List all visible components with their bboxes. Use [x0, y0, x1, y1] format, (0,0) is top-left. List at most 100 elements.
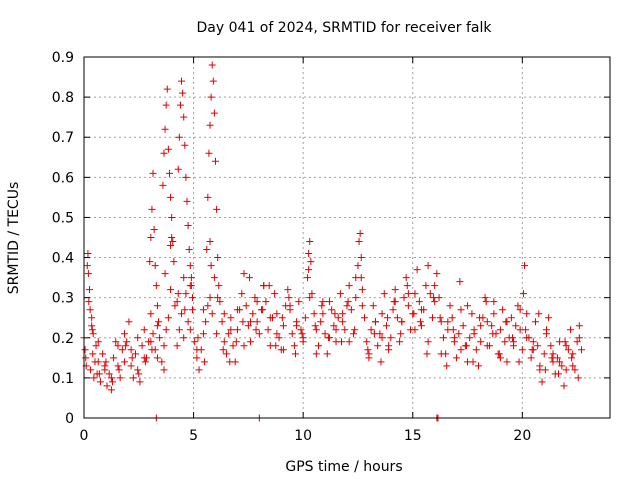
data-point	[459, 322, 467, 330]
data-point	[431, 282, 439, 290]
data-point	[178, 77, 186, 85]
data-point	[357, 254, 365, 262]
data-point	[210, 274, 218, 282]
data-point	[502, 318, 510, 326]
data-point	[103, 382, 111, 390]
data-point	[201, 358, 209, 366]
data-point	[318, 302, 326, 310]
data-point	[185, 246, 193, 254]
x-tick-label: 5	[189, 428, 198, 444]
data-point	[542, 326, 550, 334]
data-point	[397, 330, 405, 338]
data-point	[351, 326, 359, 334]
data-point	[339, 310, 347, 318]
data-point	[146, 258, 154, 266]
data-point	[305, 266, 313, 274]
data-point	[330, 322, 338, 330]
chart-title: Day 041 of 2024, SRMTID for receiver fal…	[197, 20, 493, 36]
data-point	[569, 350, 577, 358]
data-point	[310, 310, 318, 318]
data-point	[556, 358, 564, 366]
data-point	[466, 334, 474, 342]
data-point	[226, 358, 234, 366]
data-point	[495, 350, 503, 358]
data-point	[122, 342, 130, 350]
data-point	[242, 302, 250, 310]
data-point	[301, 314, 309, 322]
data-point	[213, 205, 221, 213]
data-point	[490, 310, 498, 318]
data-point	[396, 338, 404, 346]
data-point	[134, 366, 142, 374]
data-point	[433, 270, 441, 278]
data-point	[125, 318, 133, 326]
data-point	[161, 125, 169, 133]
data-point	[273, 310, 281, 318]
data-point	[457, 346, 465, 354]
data-point	[477, 322, 485, 330]
data-point	[521, 262, 529, 270]
data-point	[168, 234, 176, 241]
data-point	[482, 298, 490, 306]
data-point	[549, 358, 557, 366]
data-point	[336, 290, 344, 298]
data-point	[512, 322, 520, 330]
data-point	[164, 314, 172, 322]
data-point	[187, 274, 195, 282]
data-point	[390, 298, 398, 306]
data-point	[215, 282, 223, 290]
data-point	[410, 310, 418, 318]
data-point	[278, 314, 286, 322]
data-point	[205, 149, 213, 157]
data-point	[469, 358, 477, 366]
data-point	[456, 278, 464, 286]
data-point	[147, 234, 155, 241]
data-point	[364, 346, 372, 354]
data-point	[90, 374, 98, 382]
data-point	[127, 362, 135, 370]
data-point	[128, 354, 136, 362]
x-tick-label: 15	[404, 428, 422, 444]
data-point	[207, 262, 215, 270]
data-point	[476, 314, 484, 322]
data-point	[176, 101, 184, 109]
data-point	[295, 298, 303, 306]
y-axis-label: SRMTID / TECUs	[6, 182, 22, 295]
data-point	[483, 318, 491, 326]
x-tick-label: 0	[80, 428, 89, 444]
data-point	[121, 358, 129, 366]
data-point	[212, 157, 219, 165]
data-point	[147, 310, 155, 318]
data-point	[562, 342, 570, 350]
data-point	[464, 302, 472, 310]
data-point	[102, 358, 110, 366]
data-point	[284, 286, 292, 294]
data-point	[319, 310, 327, 318]
y-tick-label: 0.7	[52, 130, 74, 146]
data-point	[95, 370, 103, 378]
data-point	[84, 250, 92, 258]
x-tick-label: 20	[513, 428, 531, 444]
data-point	[245, 274, 253, 282]
data-point	[203, 246, 211, 254]
data-point	[208, 61, 216, 69]
data-point	[253, 318, 261, 326]
data-point	[455, 330, 463, 338]
data-point	[404, 290, 412, 298]
data-point	[218, 318, 226, 326]
data-point	[311, 322, 319, 330]
data-point	[468, 310, 476, 318]
data-point	[475, 362, 482, 370]
data-point	[343, 302, 351, 310]
data-point	[312, 326, 320, 334]
data-point	[195, 366, 203, 374]
data-point	[355, 238, 363, 246]
data-point	[153, 354, 161, 362]
data-point	[548, 354, 556, 362]
data-point	[574, 374, 582, 382]
data-point	[573, 338, 581, 346]
data-point	[153, 322, 161, 330]
data-point	[164, 145, 172, 153]
y-axis: 0 0.1 0.2 0.3 0.4 0.5 0.6 0.7 0.8 0.9	[52, 50, 610, 427]
data-point	[175, 133, 183, 141]
